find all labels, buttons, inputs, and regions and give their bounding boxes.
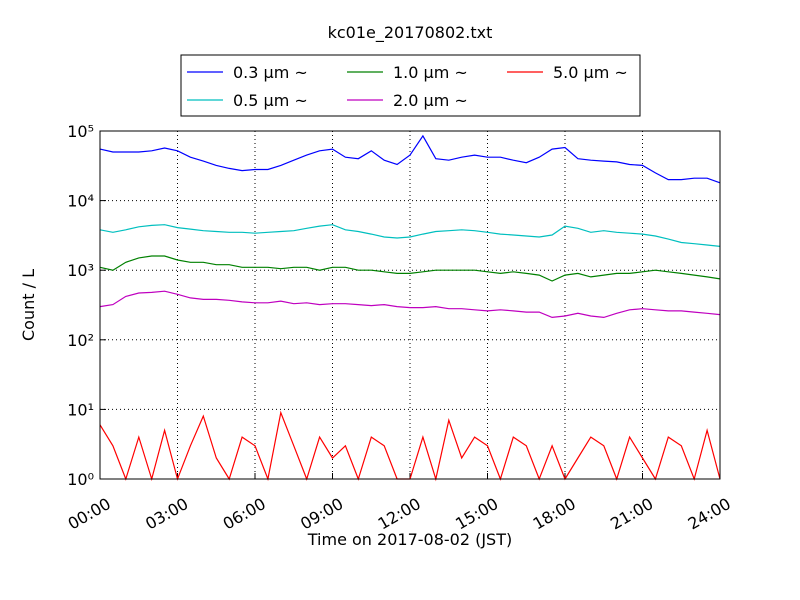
- chart-title: kc01e_20170802.txt: [328, 23, 493, 43]
- y-tick-label: 10³: [67, 261, 94, 280]
- y-tick-label: 10⁰: [67, 470, 94, 489]
- y-axis-label: Count / L: [19, 269, 38, 341]
- series-line: [99, 134, 721, 184]
- legend-box: [180, 54, 641, 117]
- legend-label: 1.0 μm ~: [393, 63, 468, 82]
- series-line: [99, 224, 721, 247]
- legend-label: 5.0 μm ~: [553, 63, 628, 82]
- legend-label: 0.3 μm ~: [233, 63, 308, 82]
- y-tick-label: 10²: [67, 331, 94, 350]
- y-tick-label: 10¹: [67, 400, 94, 419]
- series-line: [99, 255, 721, 282]
- legend-label: 2.0 μm ~: [393, 91, 468, 110]
- series-line: [99, 290, 721, 319]
- y-tick-label: 10⁴: [67, 192, 94, 211]
- x-axis-label: Time on 2017-08-02 (JST): [307, 530, 512, 549]
- plot-frame: [99, 130, 721, 480]
- legend-label: 0.5 μm ~: [233, 91, 308, 110]
- y-tick-label: 10⁵: [67, 122, 94, 141]
